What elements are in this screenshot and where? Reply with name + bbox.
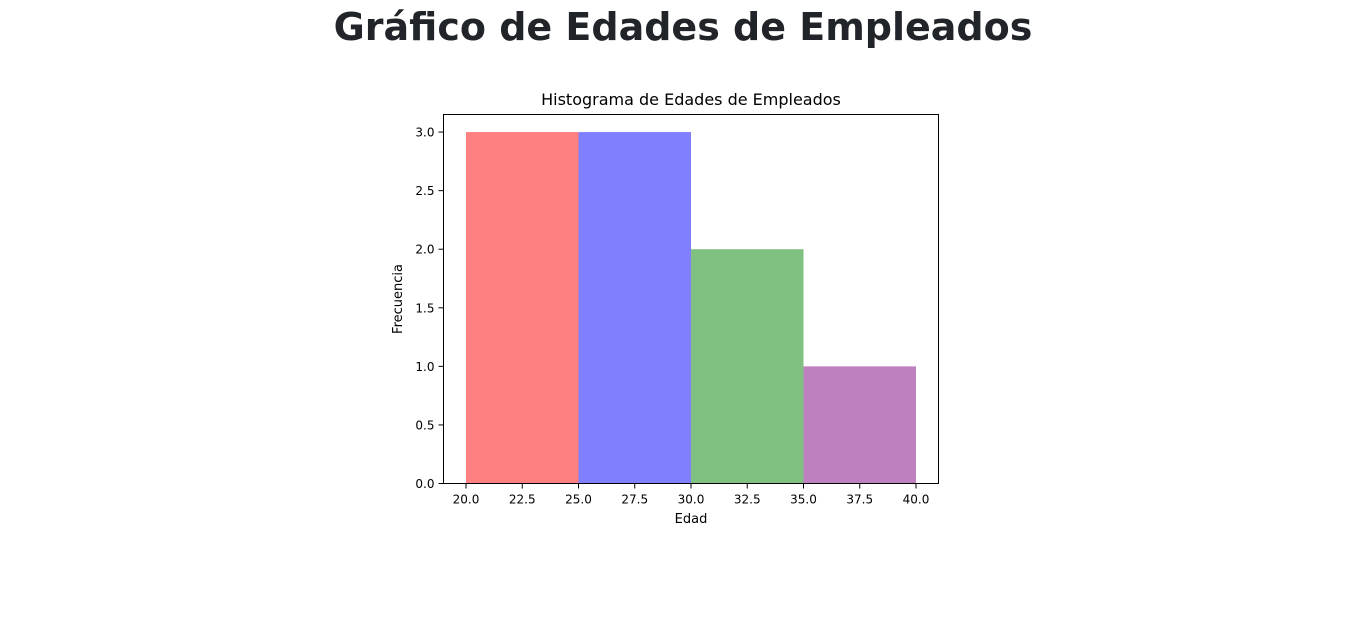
chart-title: Histograma de Edades de Empleados xyxy=(541,90,841,109)
histogram-bar-3 xyxy=(803,366,916,484)
histogram-bar-1 xyxy=(578,132,691,484)
x-tick-label: 20.0 xyxy=(453,493,480,507)
page-title: Gráfico de Edades de Empleados xyxy=(333,5,1033,49)
x-tick-label: 37.5 xyxy=(846,493,873,507)
histogram-bar-2 xyxy=(691,249,804,484)
x-tick-label: 40.0 xyxy=(903,493,930,507)
histogram-bar-0 xyxy=(466,132,579,484)
x-tick-label: 35.0 xyxy=(790,493,817,507)
x-tick-label: 25.0 xyxy=(565,493,592,507)
y-tick-label: 1.0 xyxy=(415,360,434,374)
x-tick-label: 32.5 xyxy=(734,493,761,507)
x-tick-label: 27.5 xyxy=(621,493,648,507)
y-tick-label: 2.0 xyxy=(415,243,434,257)
plot-frame xyxy=(443,114,939,484)
y-tick-label: 2.5 xyxy=(415,184,434,198)
x-tick-label: 30.0 xyxy=(678,493,705,507)
y-tick-label: 1.5 xyxy=(415,301,434,315)
y-tick-label: 0.0 xyxy=(415,477,434,491)
x-tick-label: 22.5 xyxy=(509,493,536,507)
y-tick-label: 0.5 xyxy=(415,418,434,432)
axes-layer: 20.0 22.5 25.0 27.5 30.0 32.5 35.0 37.5 40.0 0.0 0… xyxy=(415,126,929,507)
y-axis-label: Frecuencia xyxy=(391,264,406,334)
bars-layer xyxy=(466,132,916,484)
y-tick-label: 3.0 xyxy=(415,126,434,140)
x-axis-label: Edad xyxy=(675,512,708,527)
